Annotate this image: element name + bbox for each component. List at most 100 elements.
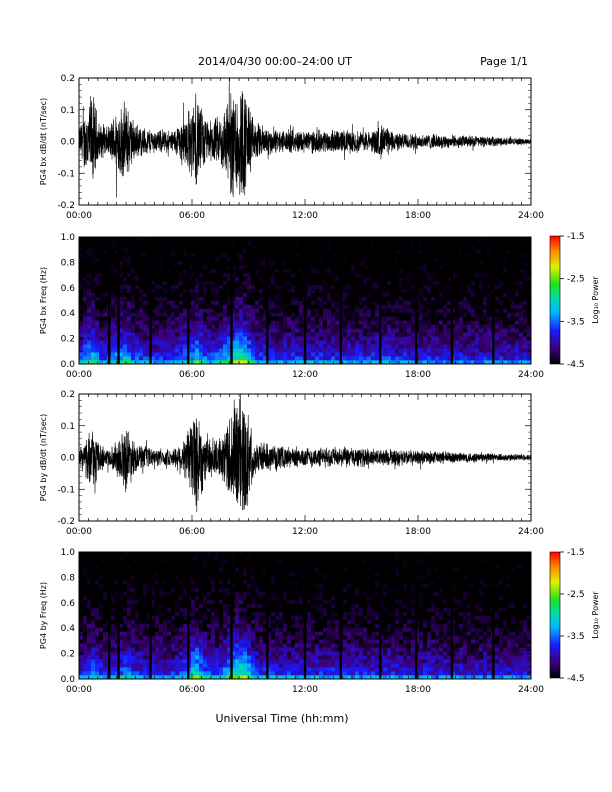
spectrogram-cell xyxy=(215,260,220,266)
spectrogram-cell xyxy=(439,332,444,337)
spectrogram-cell xyxy=(151,288,156,293)
spectrogram-cell xyxy=(211,260,216,266)
spectrogram-cell xyxy=(139,671,144,676)
spectrogram-cell xyxy=(183,296,188,301)
spectrogram-cell xyxy=(231,280,236,285)
spectrogram-cell xyxy=(163,356,168,361)
spectrogram-cell xyxy=(355,237,360,242)
spectrogram-cell xyxy=(183,264,188,270)
spectrogram-cell xyxy=(131,244,136,250)
spectrogram-cell xyxy=(463,352,468,357)
spectrogram-cell xyxy=(103,272,108,277)
spectrogram-cell xyxy=(459,360,464,365)
spectrogram-cell xyxy=(171,667,176,672)
spectrogram-cell xyxy=(95,623,100,628)
spectrogram-cell xyxy=(167,237,172,242)
spectrogram-cell xyxy=(407,300,412,305)
spectrogram-cell xyxy=(519,312,524,317)
spectrogram-cell xyxy=(119,655,124,660)
spectrogram-cell xyxy=(155,627,160,632)
spectrogram-cell xyxy=(139,559,144,565)
spectrogram-cell xyxy=(295,308,300,313)
spectrogram-cell xyxy=(127,348,132,353)
spectrogram-cell xyxy=(103,268,108,274)
spectrogram-cell xyxy=(167,659,172,664)
spectrogram-cell xyxy=(131,651,136,656)
spectrogram-cell xyxy=(499,252,504,258)
spectrogram-cell xyxy=(155,563,160,569)
spectrogram-cell xyxy=(123,627,128,632)
spectrogram-cell xyxy=(159,559,164,565)
spectrogram-cell xyxy=(471,336,476,341)
spectrogram-cell xyxy=(471,240,476,246)
spectrogram-cell xyxy=(323,292,328,297)
spectrogram-cell xyxy=(119,248,124,254)
spectrogram-cell xyxy=(299,336,304,341)
spectrogram-cell xyxy=(271,248,276,254)
spectrogram-cell xyxy=(259,280,264,285)
spectrogram-cell xyxy=(183,260,188,266)
spectrogram-cell xyxy=(231,312,236,317)
spectrogram-cell xyxy=(399,280,404,285)
spectrogram-cell xyxy=(283,328,288,333)
spectrogram-cell xyxy=(279,237,284,242)
spectrogram-cell xyxy=(163,583,168,589)
spectrogram-cell xyxy=(219,352,224,357)
spectrogram-cell xyxy=(135,252,140,258)
spectrogram-cell xyxy=(471,340,476,345)
spectrogram-cell xyxy=(163,599,168,604)
spectrogram-cell xyxy=(247,296,252,301)
spectrogram-cell xyxy=(275,344,280,349)
spectrogram-cell xyxy=(95,308,100,313)
spectrogram-cell xyxy=(175,324,180,329)
spectrogram-cell xyxy=(355,248,360,254)
spectrogram-cell xyxy=(171,671,176,676)
spectrogram-cell xyxy=(103,276,108,281)
spectrogram-cell xyxy=(175,356,180,361)
spectrogram-cell xyxy=(519,328,524,333)
spectrogram-cell xyxy=(287,336,292,341)
spectrogram-cell xyxy=(319,332,324,337)
spectrogram-cell xyxy=(399,296,404,301)
spectrogram-cell xyxy=(247,312,252,317)
spectrogram-cell xyxy=(99,272,104,277)
spectrogram-cell xyxy=(167,639,172,644)
spectrogram-cell xyxy=(151,356,156,361)
spectrogram-cell xyxy=(399,288,404,293)
spectrogram-cell xyxy=(343,284,348,289)
spectrogram-cell xyxy=(291,240,296,246)
spectrogram-cell xyxy=(183,237,188,242)
spectrogram-cell xyxy=(459,332,464,337)
spectrogram-cell xyxy=(83,667,88,672)
spectrogram-cell xyxy=(131,240,136,246)
spectrogram-cell xyxy=(99,320,104,325)
spectrogram-cell xyxy=(251,328,256,333)
spectrogram-cell xyxy=(327,300,332,305)
spectrogram-cell xyxy=(199,268,204,274)
spectrogram-cell xyxy=(83,603,88,608)
spectrogram-cell xyxy=(179,583,184,589)
spectrogram-cell xyxy=(163,667,168,672)
spectrogram-cell xyxy=(139,237,144,242)
spectrogram-cell xyxy=(487,296,492,301)
spectrogram-cell xyxy=(111,623,116,628)
spectrogram-cell xyxy=(103,252,108,258)
spectrogram-cell xyxy=(167,284,172,289)
spectrogram-cell xyxy=(111,611,116,616)
spectrogram-cell xyxy=(143,312,148,317)
spectrogram-cell xyxy=(175,571,180,577)
spectrogram-cell xyxy=(127,268,132,274)
spectrogram-cell xyxy=(519,252,524,258)
spectrogram-cell xyxy=(287,312,292,317)
spectrogram-cell xyxy=(295,296,300,301)
spectrogram-cell xyxy=(87,663,92,668)
spectrogram-cell xyxy=(87,667,92,672)
spectrogram-cell xyxy=(259,276,264,281)
spectrogram-cell xyxy=(143,567,148,573)
spectrogram-cell xyxy=(135,244,140,250)
spectrogram-cell xyxy=(323,316,328,321)
spectrogram-cell xyxy=(267,340,272,345)
spectrogram-cell xyxy=(123,352,128,357)
spectrogram-cell xyxy=(167,348,172,353)
spectrogram-cell xyxy=(99,260,104,266)
